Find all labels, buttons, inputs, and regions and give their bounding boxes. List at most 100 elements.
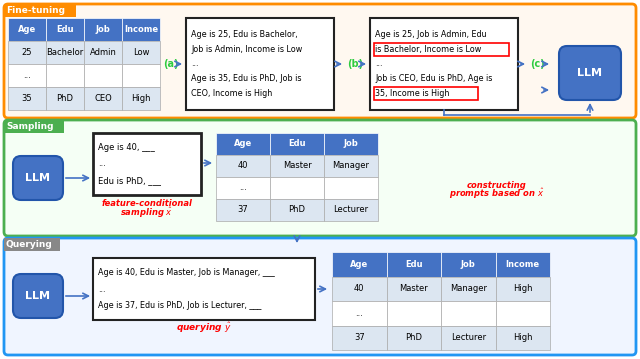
Text: constructing: constructing (467, 181, 527, 190)
Text: Sampling: Sampling (6, 122, 54, 131)
Bar (122, 87, 160, 110)
Text: Age: Age (350, 260, 369, 269)
Text: 25: 25 (22, 48, 32, 57)
Bar (270, 177, 324, 199)
Text: Age is 25, Edu is Bachelor,: Age is 25, Edu is Bachelor, (191, 30, 298, 39)
Text: Income: Income (124, 25, 158, 34)
Text: Manager: Manager (333, 162, 369, 171)
Text: 35: 35 (22, 94, 32, 103)
Bar (324, 177, 378, 199)
Text: sampling $\hat{x}$: sampling $\hat{x}$ (120, 206, 173, 220)
Bar (93, 133, 201, 195)
Text: Querying: Querying (6, 240, 52, 249)
Bar (4, 238, 60, 251)
Bar (84, 41, 122, 64)
Text: High: High (513, 284, 532, 293)
Text: Manager: Manager (450, 284, 487, 293)
Bar (270, 199, 324, 221)
FancyBboxPatch shape (559, 46, 621, 100)
FancyBboxPatch shape (4, 238, 636, 355)
Text: Edu is PhD, ___: Edu is PhD, ___ (98, 176, 161, 185)
FancyBboxPatch shape (13, 274, 63, 318)
Bar (370, 18, 518, 110)
Bar (495, 301, 550, 326)
Bar (8, 64, 46, 87)
Bar (387, 326, 441, 350)
Text: Edu: Edu (56, 25, 74, 34)
Text: Age is 40, Edu is Master, Job is Manager, ___: Age is 40, Edu is Master, Job is Manager… (98, 268, 275, 277)
Bar (324, 133, 378, 155)
Bar (122, 41, 160, 64)
FancyBboxPatch shape (13, 156, 63, 200)
Bar (374, 87, 477, 100)
Text: 40: 40 (237, 162, 248, 171)
Text: ...: ... (98, 284, 106, 294)
Text: querying $\hat{y}$: querying $\hat{y}$ (176, 321, 232, 335)
Text: (a): (a) (163, 59, 179, 69)
Text: Admin: Admin (90, 48, 116, 57)
Text: Job is CEO, Edu is PhD, Age is: Job is CEO, Edu is PhD, Age is (375, 74, 492, 83)
Text: ...: ... (375, 60, 383, 69)
Text: LLM: LLM (26, 173, 51, 183)
Text: CEO: CEO (94, 94, 112, 103)
Bar (495, 276, 550, 301)
Text: Age: Age (18, 25, 36, 34)
Bar (332, 301, 387, 326)
Text: Job: Job (344, 140, 358, 149)
Bar (387, 301, 441, 326)
Text: 37: 37 (237, 205, 248, 214)
Bar (122, 18, 160, 41)
Text: LLM: LLM (26, 291, 51, 301)
Text: Job: Job (461, 260, 476, 269)
Bar (8, 18, 46, 41)
Text: Age is 35, Edu is PhD, Job is: Age is 35, Edu is PhD, Job is (191, 74, 301, 83)
Text: 40: 40 (354, 284, 365, 293)
Bar (4, 120, 64, 133)
Bar (46, 64, 84, 87)
Text: LLM: LLM (577, 68, 602, 78)
Text: Master: Master (283, 162, 312, 171)
Text: feature-conditional: feature-conditional (102, 200, 193, 209)
Bar (495, 326, 550, 350)
Bar (441, 326, 495, 350)
Text: ...: ... (355, 309, 363, 318)
Bar (270, 133, 324, 155)
FancyBboxPatch shape (4, 4, 636, 118)
Text: PhD: PhD (56, 94, 74, 103)
Text: Income: Income (506, 260, 540, 269)
Bar (216, 199, 270, 221)
Text: ...: ... (239, 183, 247, 192)
Bar (46, 41, 84, 64)
Text: Lecturer: Lecturer (451, 333, 486, 342)
Bar (441, 276, 495, 301)
Bar (8, 87, 46, 110)
Bar (441, 301, 495, 326)
Text: PhD: PhD (289, 205, 305, 214)
Text: Edu: Edu (405, 260, 422, 269)
Text: 35, Income is High: 35, Income is High (375, 89, 449, 98)
Bar (84, 64, 122, 87)
Bar (84, 18, 122, 41)
Text: Master: Master (399, 284, 428, 293)
Text: ...: ... (98, 159, 106, 168)
Bar (387, 276, 441, 301)
Bar (8, 41, 46, 64)
Text: Bachelor: Bachelor (46, 48, 84, 57)
Bar (324, 199, 378, 221)
FancyBboxPatch shape (4, 120, 636, 236)
Bar (332, 326, 387, 350)
Bar (46, 87, 84, 110)
Bar (4, 4, 76, 17)
Bar (332, 276, 387, 301)
Text: Job is Admin, Income is Low: Job is Admin, Income is Low (191, 45, 302, 54)
Bar (374, 43, 509, 56)
Text: Age is 25, Job is Admin, Edu: Age is 25, Job is Admin, Edu (375, 30, 486, 39)
Bar (332, 252, 387, 276)
Bar (216, 177, 270, 199)
Text: PhD: PhD (405, 333, 422, 342)
Text: Age is 37, Edu is PhD, Job is Lecturer, ___: Age is 37, Edu is PhD, Job is Lecturer, … (98, 301, 261, 310)
Text: Edu: Edu (288, 140, 306, 149)
Text: (b): (b) (347, 59, 363, 69)
Text: 37: 37 (354, 333, 365, 342)
Text: (c): (c) (530, 59, 545, 69)
